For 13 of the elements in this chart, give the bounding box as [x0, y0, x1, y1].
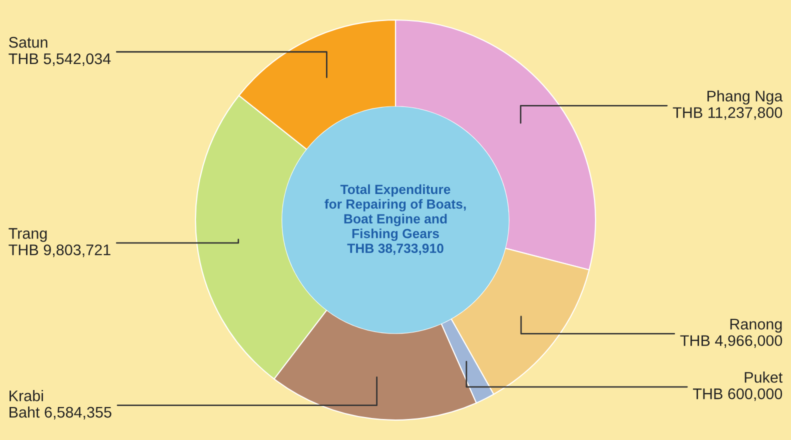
data-label: THB 11,237,800: [672, 107, 782, 120]
text: Total Expenditure for Repairing of Boats, Boat Engine and Fishing Gears THB 38,733,910: [324, 184, 466, 255]
data-label: THB 4,966,000: [680, 335, 782, 348]
slice-label: Puket: [744, 372, 783, 383]
slice-label: Ranong: [730, 318, 782, 333]
slice-label: Krabi: [10, 390, 43, 402]
slice-label: Phang Nga: [707, 90, 783, 105]
slice-label: Trang: [8, 228, 47, 242]
data-label: THB 600,000: [692, 388, 782, 402]
slice-label: Satun: [9, 36, 48, 48]
data-label: THB 9,803,721: [8, 244, 110, 258]
data-label: THB 5,542,034: [8, 53, 111, 66]
data-label: Baht 6,584,355: [10, 406, 112, 420]
